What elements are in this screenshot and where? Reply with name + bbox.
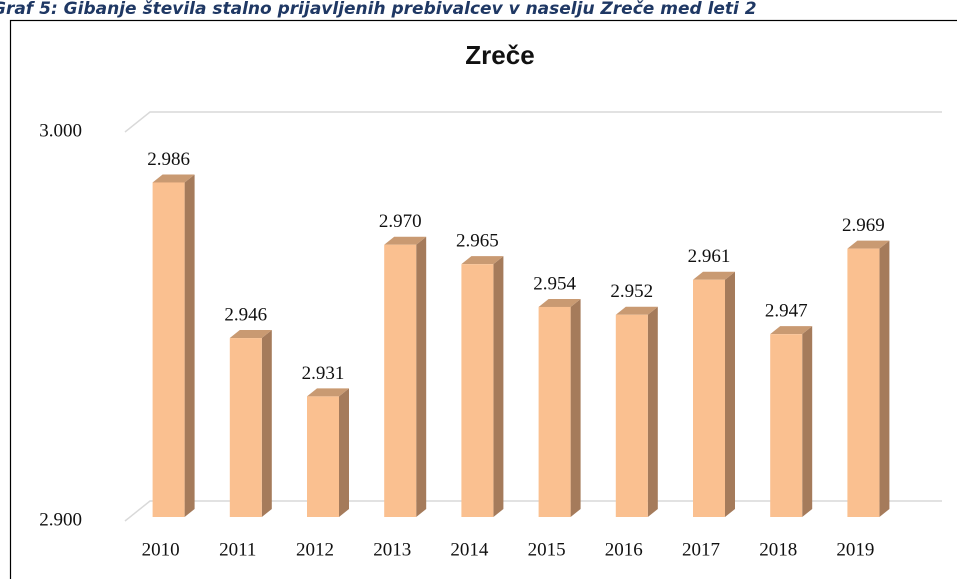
bar-top xyxy=(307,388,349,397)
x-tick-label: 2015 xyxy=(528,539,566,560)
data-label: 2.986 xyxy=(147,149,190,170)
bar-front xyxy=(770,334,803,517)
bar-side xyxy=(802,326,813,517)
bar-top xyxy=(229,330,272,339)
grid-line xyxy=(124,500,942,522)
data-label: 2.961 xyxy=(688,246,731,267)
bar-side xyxy=(570,298,581,517)
bar-front xyxy=(461,264,494,517)
y-tick-label: 3.000 xyxy=(39,120,82,141)
bar-front xyxy=(152,182,185,517)
bar-side xyxy=(261,330,272,517)
bar-front xyxy=(229,338,262,517)
bar xyxy=(152,174,195,517)
x-tick-label: 2010 xyxy=(142,539,180,560)
bar xyxy=(693,271,735,517)
bar-front xyxy=(693,279,725,517)
bar xyxy=(770,326,813,517)
y-tick-label: 2.900 xyxy=(39,509,82,530)
grid-line xyxy=(124,111,942,133)
bar-side xyxy=(493,256,504,517)
bar xyxy=(461,256,504,517)
bar-front xyxy=(384,244,417,517)
x-tick-label: 2019 xyxy=(836,539,874,560)
data-label: 2.965 xyxy=(456,231,499,252)
bar-front xyxy=(615,314,648,517)
chart-border xyxy=(9,19,957,579)
bar xyxy=(307,388,349,517)
bar xyxy=(538,298,581,517)
data-label: 2.947 xyxy=(765,301,808,322)
data-label: 2.954 xyxy=(533,273,576,294)
bar-top xyxy=(461,256,504,265)
bar-side xyxy=(879,240,890,517)
bar-front xyxy=(847,248,880,517)
data-label: 2.931 xyxy=(302,363,345,384)
bar xyxy=(384,236,427,517)
x-tick-label: 2013 xyxy=(373,539,411,560)
data-label: 2.970 xyxy=(379,211,422,232)
data-label: 2.946 xyxy=(224,304,267,325)
chart-title: Zreče xyxy=(465,40,534,70)
x-tick-label: 2017 xyxy=(682,539,720,560)
bar-front xyxy=(307,396,339,517)
bar-side xyxy=(647,306,658,517)
bar xyxy=(847,240,890,517)
x-tick-label: 2011 xyxy=(219,539,256,560)
bar-top xyxy=(384,236,427,245)
bar-side xyxy=(725,271,735,517)
bar-top xyxy=(152,174,195,183)
bar-top xyxy=(693,271,735,280)
bar-top xyxy=(615,306,658,315)
bar-top xyxy=(770,326,813,335)
bar-side xyxy=(184,174,195,517)
bar-front xyxy=(538,306,571,517)
x-tick-label: 2016 xyxy=(605,539,643,560)
bar-top xyxy=(847,240,890,249)
data-label: 2.969 xyxy=(842,215,885,236)
bar xyxy=(615,306,658,517)
x-tick-label: 2012 xyxy=(296,539,334,560)
x-tick-label: 2014 xyxy=(450,539,489,560)
bar-top xyxy=(538,298,581,307)
caption: Graf 5: Gibanje števila stalno prijavlje… xyxy=(0,0,757,19)
bar-side xyxy=(416,236,427,517)
x-tick-label: 2018 xyxy=(759,539,797,560)
bar xyxy=(229,330,272,517)
bar-side xyxy=(339,388,349,517)
data-label: 2.952 xyxy=(610,281,653,302)
